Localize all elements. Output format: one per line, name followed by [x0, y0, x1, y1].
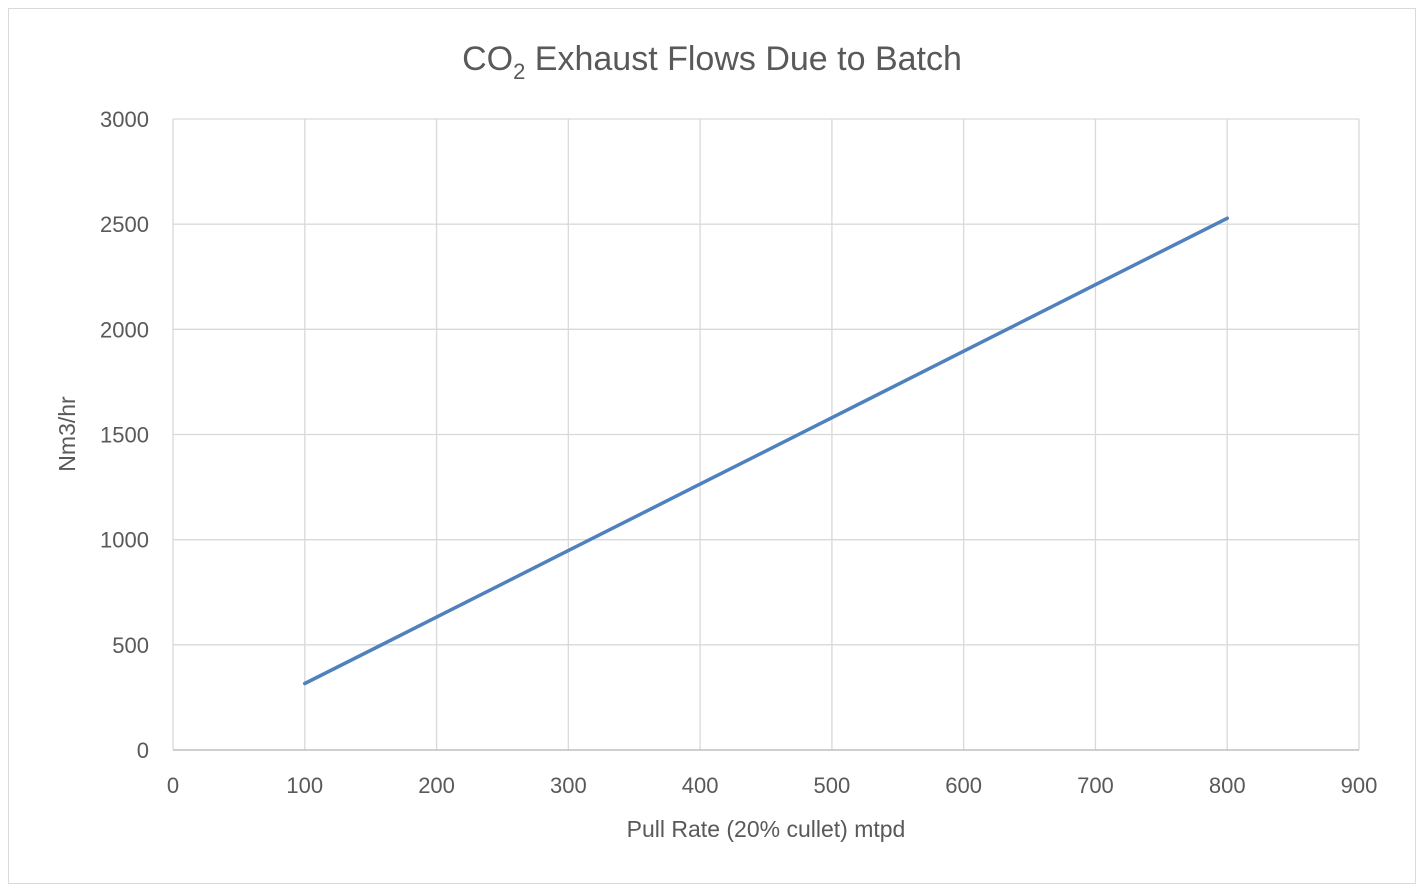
x-tick-label: 800 — [1209, 773, 1246, 798]
y-tick-label: 0 — [137, 738, 149, 763]
data-point — [303, 681, 307, 686]
y-tick-label: 2500 — [100, 212, 149, 237]
x-tick-label: 200 — [418, 773, 455, 798]
x-axis-label: Pull Rate (20% cullet) mtpd — [627, 816, 906, 842]
y-tick-label: 500 — [112, 633, 149, 658]
chart-title: CO2 Exhaust Flows Due to Batch — [462, 40, 962, 84]
x-tick-label: 300 — [550, 773, 587, 798]
gridlines — [172, 118, 1360, 750]
chart-title-rest: Exhaust Flows Due to Batch — [525, 40, 962, 78]
data-point — [434, 615, 439, 619]
data-point — [566, 549, 570, 553]
chart-title-subscript: 2 — [513, 59, 525, 84]
y-tick-label: 1000 — [100, 528, 149, 553]
chart-frame — [8, 8, 1416, 884]
data-point — [830, 416, 834, 420]
chart-title-main: CO — [462, 40, 513, 78]
data-point — [698, 482, 702, 486]
x-tick-label: 700 — [1077, 773, 1114, 798]
y-tick-label: 1500 — [100, 423, 149, 448]
y-tick-label: 2000 — [100, 317, 149, 342]
x-tick-label: 900 — [1341, 773, 1378, 798]
data-point — [1225, 216, 1229, 220]
data-point — [962, 349, 966, 353]
x-tick-label: 400 — [682, 773, 719, 798]
series-line-0 — [303, 216, 1229, 686]
x-tick-label: 100 — [286, 773, 323, 798]
y-tick-label: 3000 — [100, 107, 149, 132]
x-tick-label: 0 — [167, 773, 179, 798]
tick-labels: 0 500 1000 1500 2000 2500 3000 0 100 200 300 400 500… — [100, 107, 1377, 798]
series-lines — [303, 216, 1229, 686]
x-tick-label: 500 — [814, 773, 851, 798]
y-axis-label: Nm3/hr — [54, 396, 80, 472]
x-tick-label: 600 — [945, 773, 982, 798]
data-point — [1093, 283, 1098, 287]
